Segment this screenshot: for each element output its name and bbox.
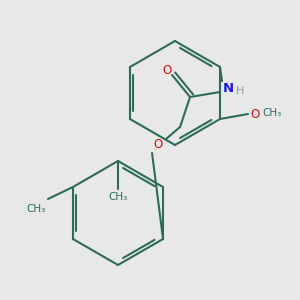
Text: O: O [250, 107, 259, 121]
Text: O: O [153, 139, 163, 152]
Text: O: O [162, 64, 172, 77]
Text: CH₃: CH₃ [262, 108, 281, 118]
Text: CH₃: CH₃ [27, 204, 46, 214]
Text: H: H [236, 86, 244, 96]
Text: N: N [223, 82, 234, 95]
Text: CH₃: CH₃ [108, 192, 128, 202]
